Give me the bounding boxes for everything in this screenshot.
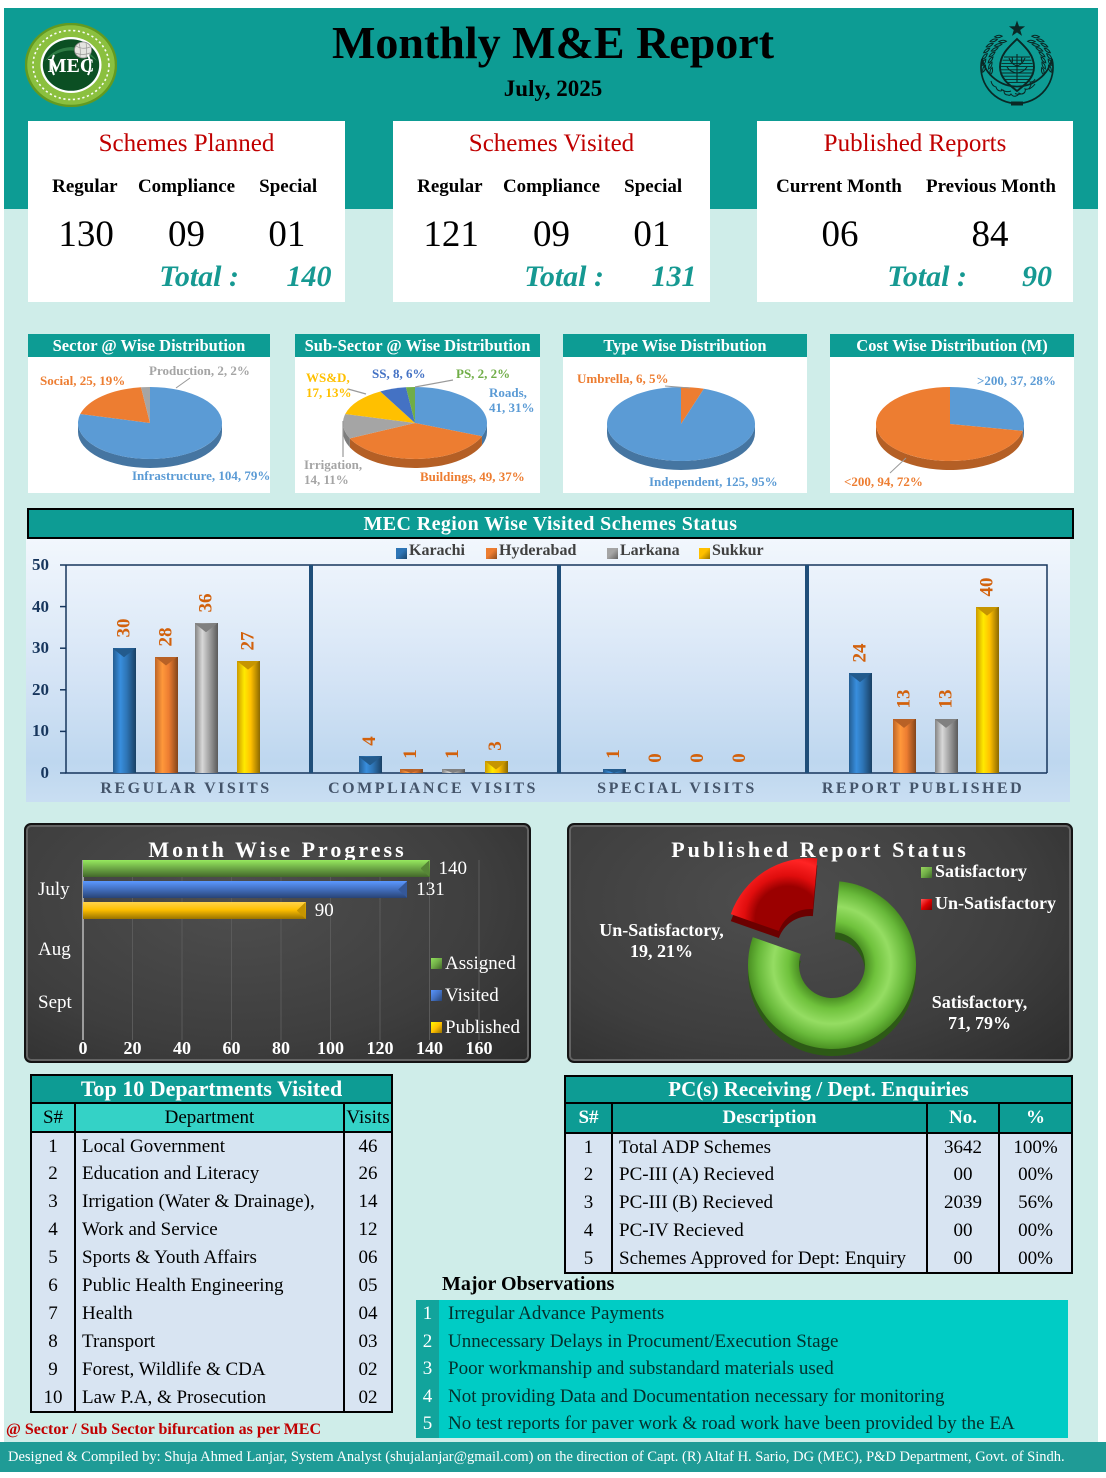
svg-text:MEC: MEC [48,55,95,77]
